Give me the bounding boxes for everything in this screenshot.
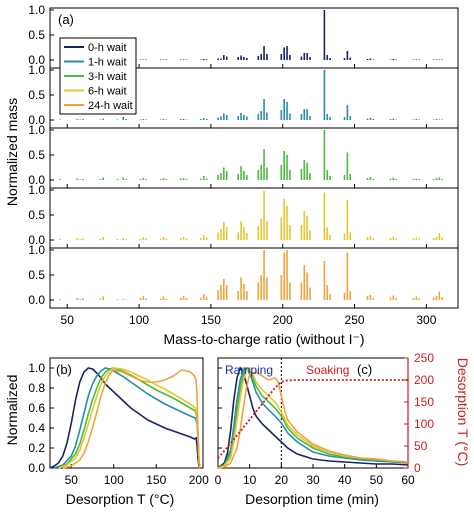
y-tick-label: 0.0 — [28, 293, 45, 307]
plot-frame — [49, 357, 204, 469]
x-tick-label: 10 — [243, 473, 257, 487]
y-tick-label: 0.5 — [28, 148, 45, 162]
series-line — [217, 366, 409, 469]
y-tick-label: 0.5 — [28, 28, 45, 42]
thermogram-panel-temperature: 0.0 0.2 0.4 0.6 0.8 1.0 50 100 150 200 — [28, 357, 209, 487]
legend-label: 0-h wait — [88, 42, 127, 54]
x-tick-label: 100 — [129, 313, 149, 327]
x-tick-label: 50 — [370, 473, 384, 487]
y-tick-label: 0.0 — [28, 461, 45, 475]
y2-tick-label: 200 — [414, 373, 434, 387]
y-tick-label: 1.0 — [28, 361, 45, 375]
x-tick-label: 250 — [345, 313, 365, 327]
x-tick-label: 300 — [416, 313, 436, 327]
y-tick-label: 1.0 — [28, 63, 45, 77]
y-tick-label: 0.4 — [28, 421, 45, 435]
series-line — [62, 369, 201, 469]
series-line — [217, 366, 409, 469]
panel-c-label: (c) — [357, 362, 372, 377]
series-line — [217, 366, 409, 469]
y-tick-label: 0.0 — [28, 113, 45, 127]
y-tick-label: 0.5 — [28, 88, 45, 102]
legend-label: 6-h wait — [88, 86, 127, 98]
spectra-y-axis-title: Normalized mass — [4, 98, 20, 206]
y2-tick-label: 250 — [414, 351, 434, 365]
legend: 0-h wait 1-h wait 3-h wait 6-h wait 24-h wai… — [59, 37, 137, 115]
series-line — [58, 367, 201, 469]
y-tick-label: 1.0 — [28, 3, 45, 17]
y-tick-label: 1.0 — [28, 123, 45, 137]
panel-b-label: (b) — [56, 362, 72, 377]
series-line — [217, 366, 409, 469]
y-tick-label: 0.0 — [28, 53, 45, 67]
y-tick-label: 1.0 — [28, 243, 45, 257]
soaking-label: Soaking — [306, 363, 349, 377]
x-tick-label: 50 — [61, 313, 75, 327]
spectrum-frame — [49, 247, 459, 309]
x-tick-label: 200 — [273, 313, 293, 327]
y-tick-label: 0.0 — [28, 233, 45, 247]
x-tick-label: 150 — [146, 473, 166, 487]
y-tick-label: 0.8 — [28, 381, 45, 395]
x-tick-label: 20 — [275, 473, 289, 487]
x-tick-label: 100 — [104, 473, 124, 487]
panel-a-label: (a) — [58, 12, 74, 27]
y2-tick-label: 0 — [414, 461, 421, 475]
spectra-x-axis-title: Mass-to-charge ratio (without I⁻) — [163, 331, 364, 347]
y2-tick-label: 50 — [414, 439, 428, 453]
desorption-temperature-line — [217, 379, 408, 459]
y-tick-label: 0.5 — [28, 268, 45, 282]
legend-label: 1-h wait — [88, 57, 127, 69]
temperature-panel-y-axis-title: Normalized — [4, 375, 20, 446]
series-line — [58, 367, 201, 469]
x-tick-label: 40 — [338, 473, 352, 487]
y-tick-label: 1.0 — [28, 183, 45, 197]
series-line — [217, 371, 409, 469]
y2-tick-label: 100 — [414, 417, 434, 431]
y-tick-label: 0.2 — [28, 441, 45, 455]
legend-label: 24-h wait — [88, 100, 133, 112]
x-tick-label: 30 — [306, 473, 320, 487]
y2-tick-label: 150 — [414, 395, 434, 409]
series-line — [54, 367, 201, 469]
x-tick-label: 0 — [215, 473, 222, 487]
y-tick-label: 0.5 — [28, 208, 45, 222]
y-tick-label: 0.6 — [28, 401, 45, 415]
time-panel-right-axis-title: Desorption T (°C) — [455, 358, 471, 467]
ramping-label: Ramping — [225, 363, 273, 377]
time-panel-x-axis-title: Desorption time (min) — [245, 491, 379, 507]
temperature-panel-x-axis-title: Desorption T (°C) — [66, 491, 175, 507]
series-line — [49, 367, 201, 469]
figure-text: (a) (b) (c) Normalized mass Mass-to-char… — [4, 12, 471, 507]
x-tick-label: 150 — [201, 313, 221, 327]
legend-label: 3-h wait — [88, 71, 127, 83]
x-tick-label: 50 — [65, 473, 79, 487]
spectra-panel: 0.00.51.00.00.51.00.00.51.00.00.51.00.00… — [28, 3, 459, 327]
x-tick-label: 200 — [189, 473, 209, 487]
x-tick-label: 60 — [401, 473, 415, 487]
y-tick-label: 0.0 — [28, 173, 45, 187]
